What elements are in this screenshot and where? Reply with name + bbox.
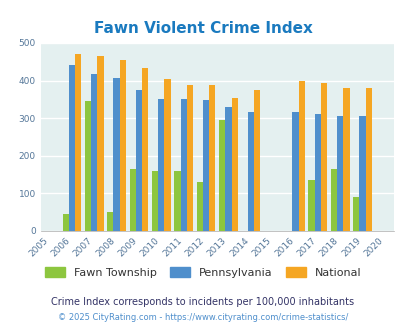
Bar xyxy=(202,100,209,231)
Bar xyxy=(247,112,253,231)
Bar xyxy=(330,169,336,231)
Bar xyxy=(298,81,304,231)
Bar xyxy=(151,171,158,231)
Bar xyxy=(231,98,237,231)
Legend: Fawn Township, Pennsylvania, National: Fawn Township, Pennsylvania, National xyxy=(40,263,365,282)
Bar xyxy=(158,99,164,231)
Text: © 2025 CityRating.com - https://www.cityrating.com/crime-statistics/: © 2025 CityRating.com - https://www.city… xyxy=(58,313,347,322)
Bar xyxy=(113,78,119,231)
Bar xyxy=(343,88,349,231)
Bar xyxy=(107,212,113,231)
Bar xyxy=(97,56,103,231)
Bar xyxy=(209,85,215,231)
Bar xyxy=(225,107,231,231)
Text: Crime Index corresponds to incidents per 100,000 inhabitants: Crime Index corresponds to incidents per… xyxy=(51,297,354,307)
Bar xyxy=(308,180,314,231)
Bar xyxy=(91,74,97,231)
Bar xyxy=(136,90,142,231)
Bar xyxy=(292,112,298,231)
Bar xyxy=(196,182,202,231)
Bar xyxy=(68,65,75,231)
Bar xyxy=(62,214,68,231)
Bar xyxy=(314,114,320,231)
Bar xyxy=(336,116,343,231)
Bar xyxy=(85,101,91,231)
Bar xyxy=(142,69,148,231)
Bar xyxy=(253,90,260,231)
Bar xyxy=(186,85,193,231)
Bar xyxy=(174,171,180,231)
Bar xyxy=(365,88,371,231)
Bar xyxy=(75,54,81,231)
Bar xyxy=(320,83,326,231)
Bar xyxy=(218,120,225,231)
Bar xyxy=(358,116,365,231)
Bar xyxy=(129,169,136,231)
Text: Fawn Violent Crime Index: Fawn Violent Crime Index xyxy=(93,21,312,36)
Bar xyxy=(164,79,170,231)
Bar xyxy=(352,197,358,231)
Bar xyxy=(119,60,126,231)
Bar xyxy=(180,99,186,231)
